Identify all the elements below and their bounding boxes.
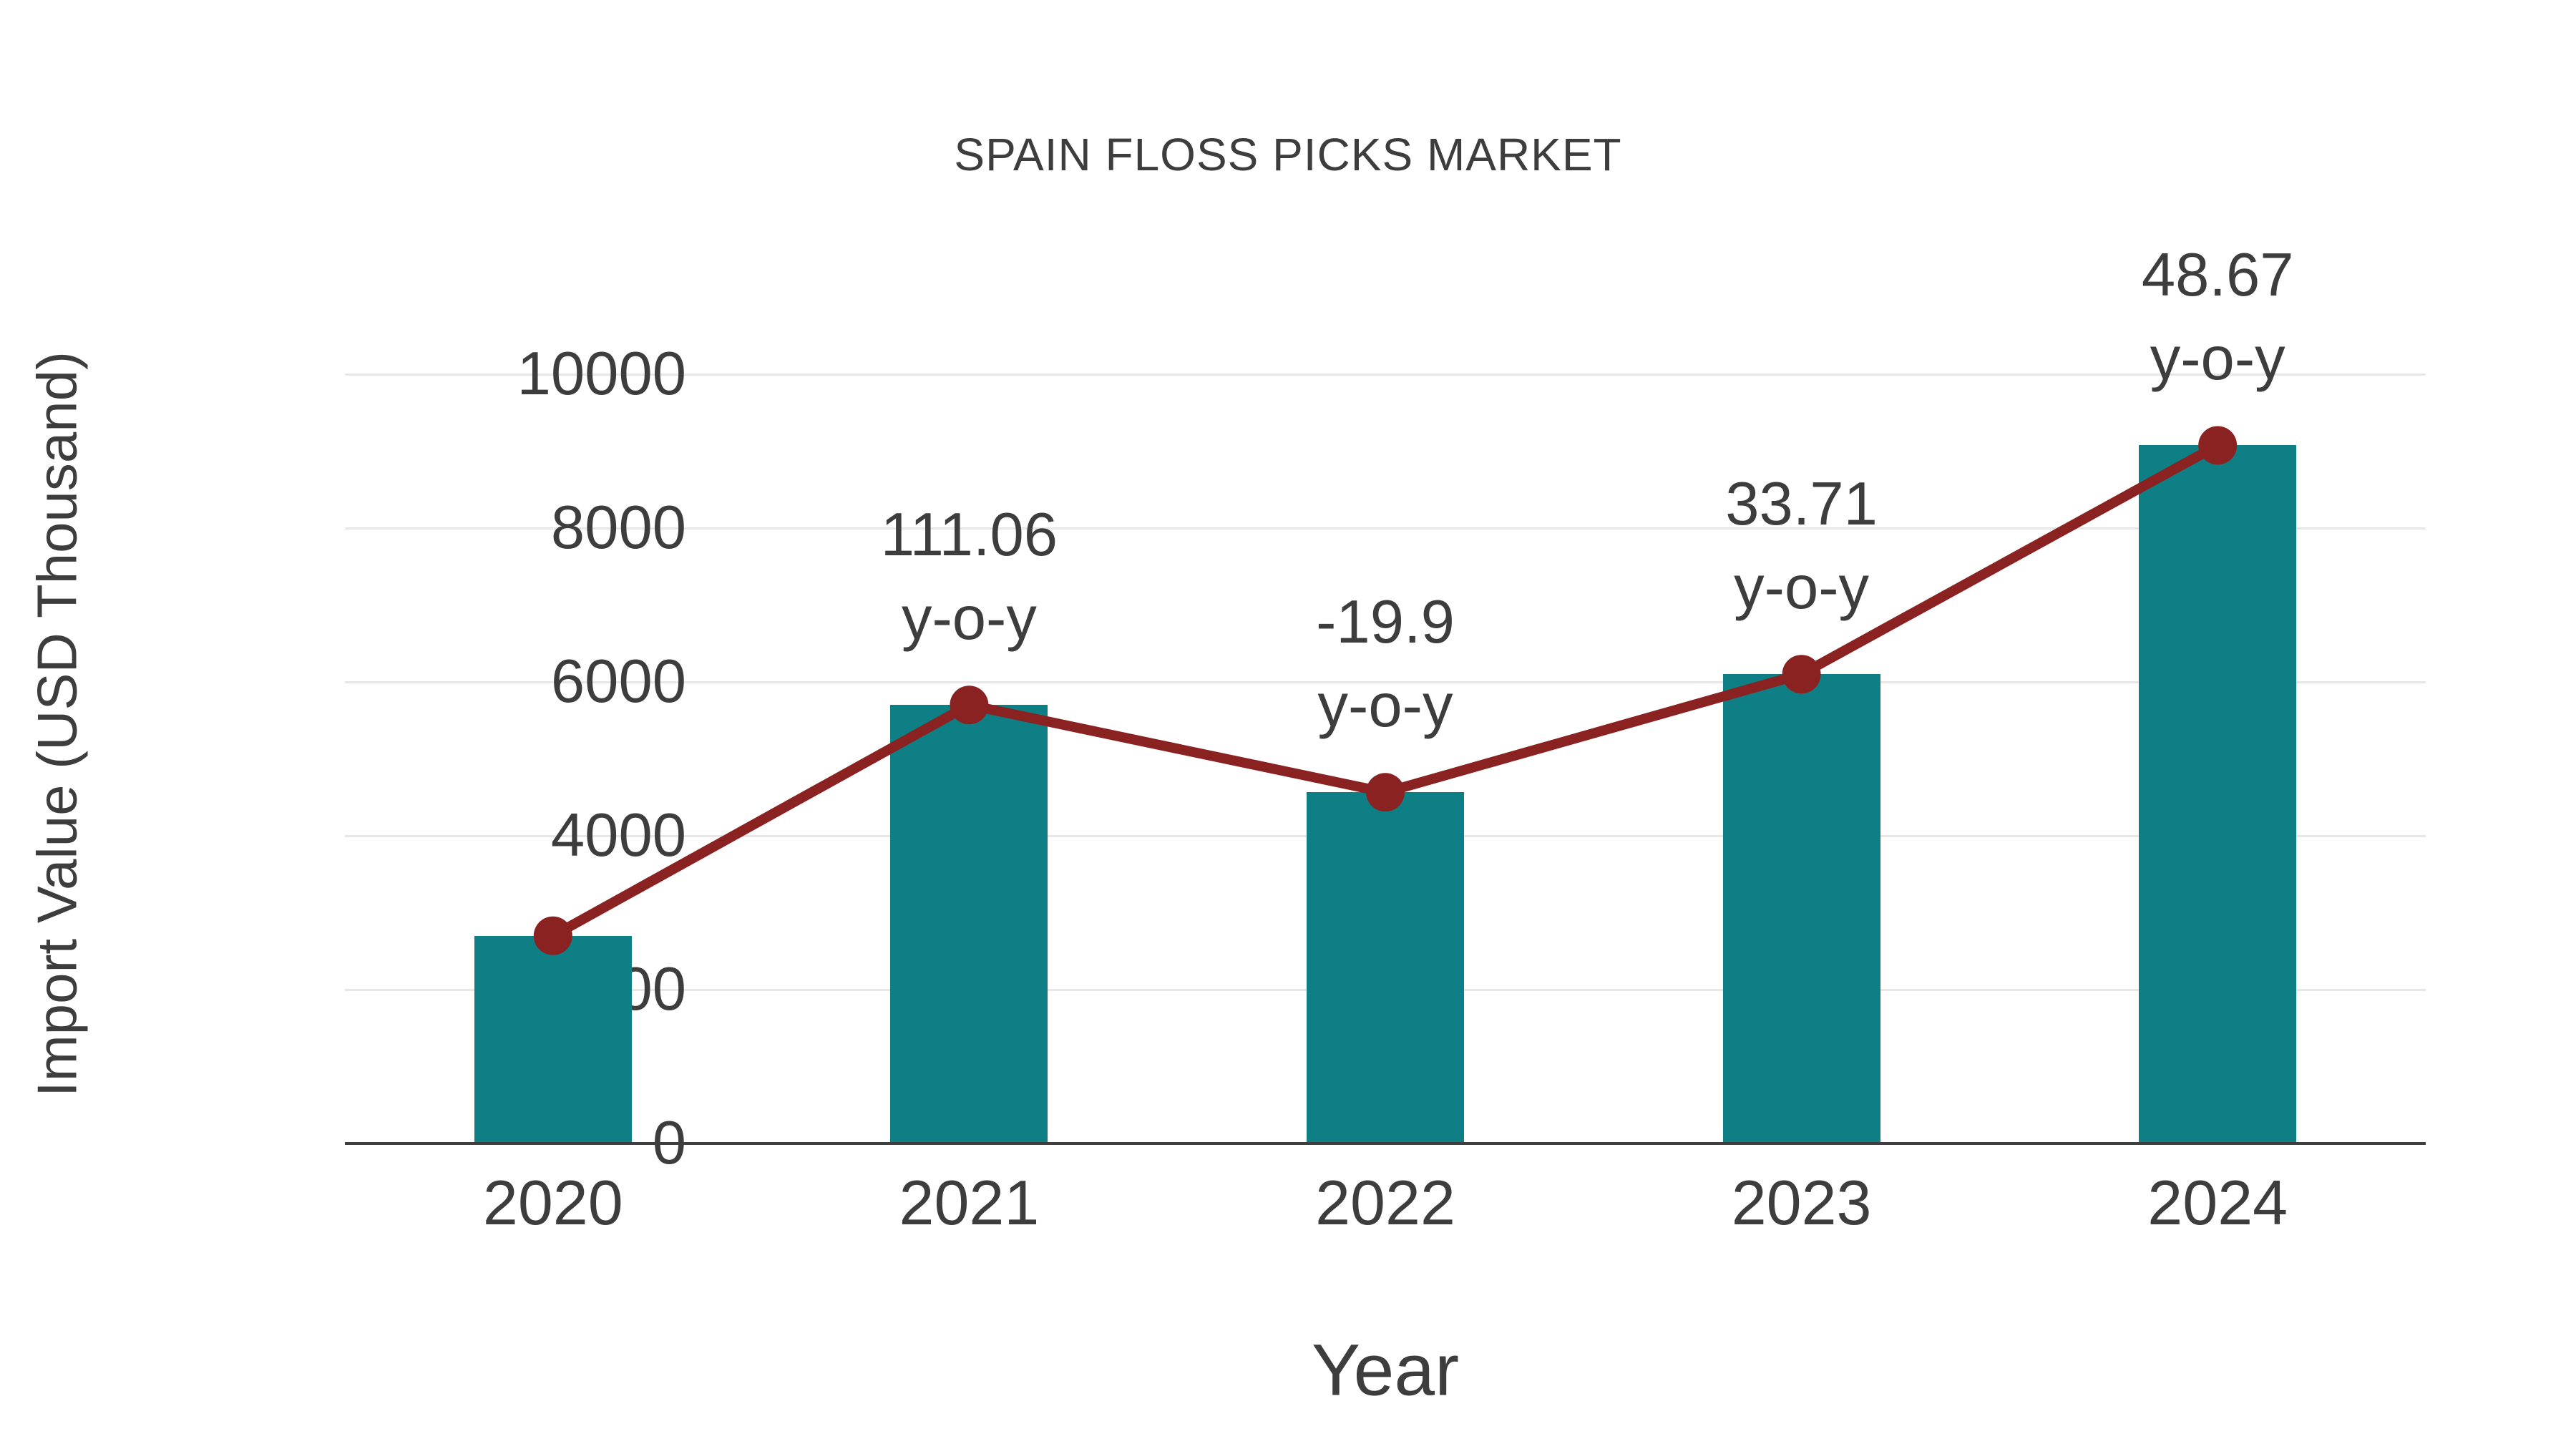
yoy-suffix-label-2023: y-o-y (1734, 554, 1870, 623)
yoy-suffix-label-2024: y-o-y (2150, 325, 2285, 394)
x-tick-label-2022: 2022 (1315, 1167, 1455, 1238)
y-tick-label-6000: 6000 (550, 648, 686, 716)
yoy-line-layer (533, 426, 2238, 955)
yoy-marker-2024 (2198, 426, 2238, 465)
x-axis-title: Year (1311, 1329, 1460, 1411)
bar-2023 (1722, 674, 1880, 1143)
yoy-marker-2022 (1366, 773, 1405, 812)
yoy-value-label-2024: 48.67 (2141, 241, 2294, 310)
bar-2022 (1307, 792, 1464, 1143)
yoy-value-label-2023: 33.71 (1725, 470, 1878, 539)
x-tick-label-2023: 2023 (1731, 1167, 1872, 1238)
yoy-value-label-2021: 111.06 (880, 501, 1058, 570)
y-axis-title: Import Value (USD Thousand) (25, 351, 89, 1097)
plot-area: 0200040006000800010000202020212022202320… (345, 241, 2426, 1238)
yoy-marker-2021 (950, 686, 989, 725)
yoy-suffix-label-2022: y-o-y (1317, 672, 1453, 741)
yoy-suffix-label-2021: y-o-y (901, 585, 1037, 653)
chart-title: SPAIN FLOSS PICKS MARKET (954, 129, 1622, 180)
bar-2021 (890, 705, 1048, 1143)
gridline-10000 (345, 374, 2426, 376)
x-tick-label-2021: 2021 (899, 1167, 1040, 1238)
x-tick-label-2024: 2024 (2147, 1167, 2288, 1238)
y-tick-label-10000: 10000 (517, 340, 686, 408)
x-axis-line (345, 1142, 2426, 1145)
yoy-marker-2023 (1782, 655, 1821, 694)
y-tick-label-4000: 4000 (550, 801, 686, 869)
gridline-6000 (345, 681, 2426, 683)
yoy-value-label-2022: -19.9 (1316, 588, 1455, 657)
yoy-marker-2020 (533, 916, 572, 955)
bar-2020 (474, 935, 632, 1143)
bar-2024 (2139, 445, 2297, 1143)
y-tick-label-8000: 8000 (550, 494, 686, 562)
gridline-8000 (345, 527, 2426, 530)
x-tick-label-2020: 2020 (482, 1167, 623, 1238)
